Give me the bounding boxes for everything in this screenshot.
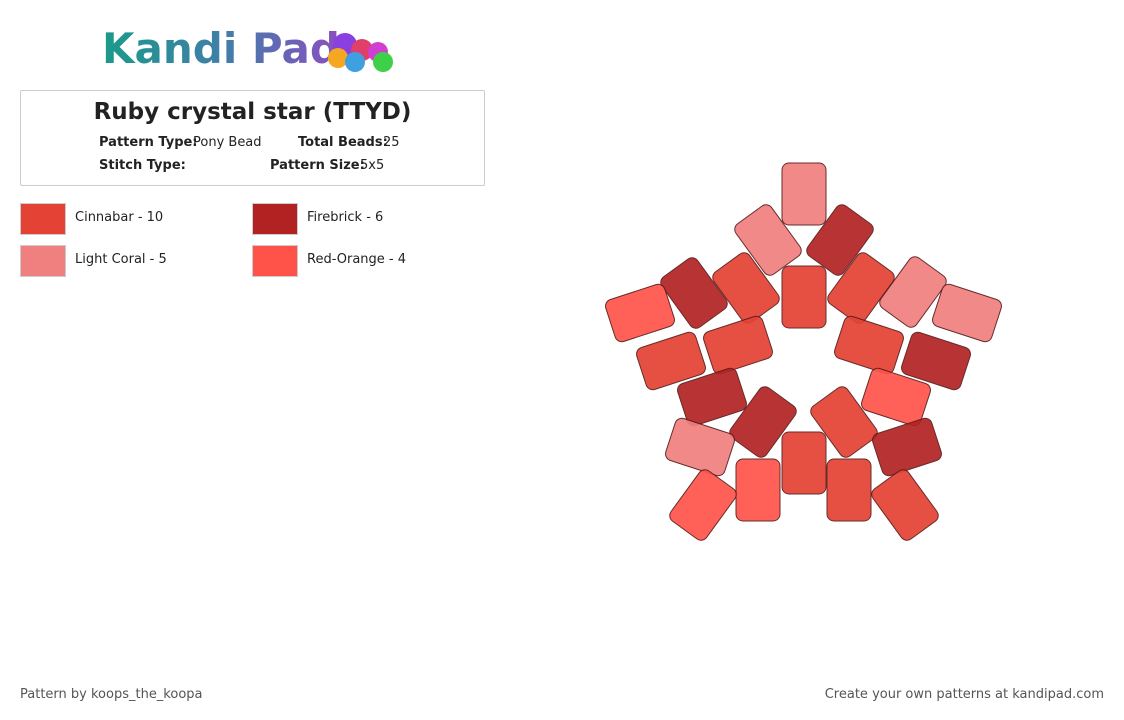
bead — [806, 204, 874, 276]
field-label: Stitch Type: — [99, 158, 186, 173]
bead — [605, 283, 675, 343]
bead — [677, 367, 747, 427]
bead — [669, 469, 737, 541]
bead — [827, 252, 895, 324]
field-label: Pattern Type: — [99, 135, 198, 150]
pattern-card: Ruby crystal star (TTYD) Pattern Type: P… — [20, 90, 485, 186]
bead — [872, 417, 942, 477]
bead — [729, 386, 797, 458]
bead — [781, 265, 827, 329]
bead — [861, 367, 931, 427]
field-label: Pattern Size: — [270, 158, 365, 173]
footer-link[interactable]: Create your own patterns at kandipad.com — [824, 687, 1104, 702]
bead — [660, 257, 728, 329]
bead — [932, 283, 1002, 343]
bead — [781, 431, 827, 495]
legend-swatch — [20, 245, 66, 277]
logo-icon — [328, 33, 393, 72]
legend-swatch — [20, 203, 66, 235]
bead — [871, 469, 939, 541]
bead — [810, 386, 878, 458]
bead — [712, 252, 780, 324]
legend-label: Cinnabar - 10 — [75, 210, 164, 225]
legend-label: Firebrick - 6 — [307, 210, 384, 225]
field-value: 5x5 — [360, 158, 385, 173]
legend-label: Light Coral - 5 — [75, 252, 167, 267]
legend-label: Red-Orange - 4 — [307, 252, 407, 267]
bead — [901, 331, 971, 391]
bead — [703, 315, 773, 375]
field-value: Pony Bead — [193, 135, 262, 150]
bead — [826, 458, 872, 522]
bead — [636, 331, 706, 391]
bead — [665, 417, 735, 477]
bead — [879, 256, 947, 328]
bead — [781, 162, 827, 226]
pattern-title: Ruby crystal star (TTYD) — [93, 99, 412, 125]
legend-swatch — [252, 203, 298, 235]
field-value: 25 — [383, 135, 400, 150]
field-label: Total Beads: — [298, 135, 388, 150]
bead — [834, 315, 904, 375]
bead-pattern — [605, 162, 1002, 541]
bead — [735, 458, 781, 522]
footer-credit: Pattern by koops_the_koopa — [20, 687, 203, 702]
logo[interactable]: Kandi Pad — [102, 24, 340, 73]
bead — [734, 204, 802, 276]
legend-swatch — [252, 245, 298, 277]
